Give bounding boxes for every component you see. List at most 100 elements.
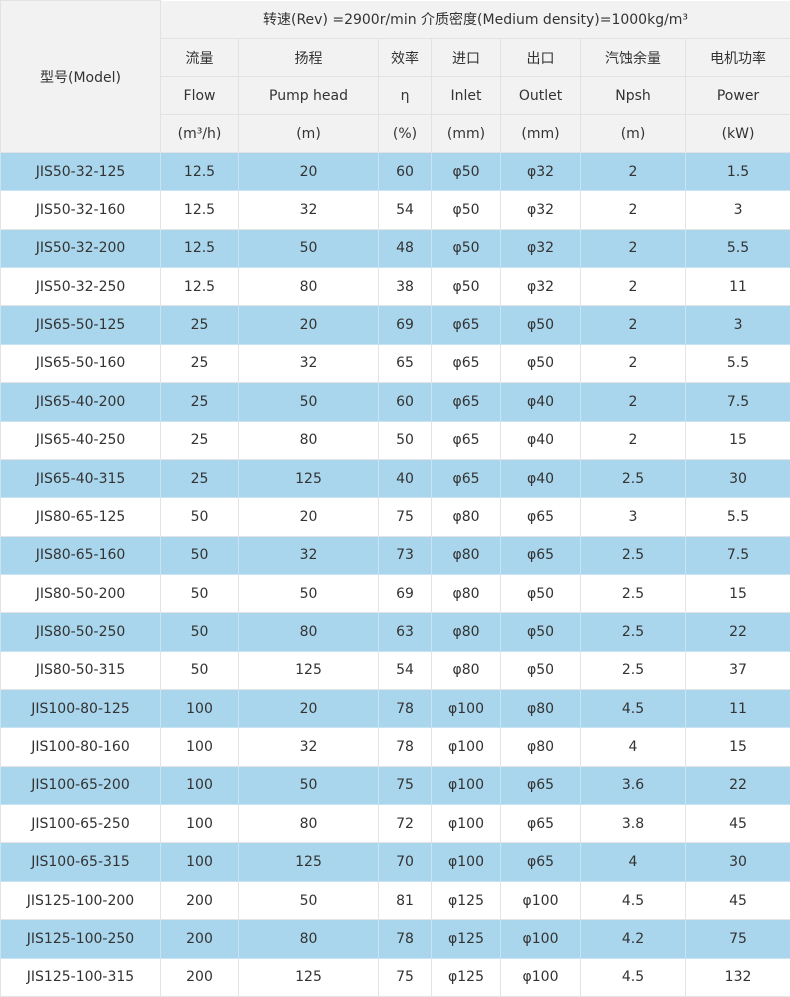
data-cell: 72	[379, 805, 432, 843]
data-cell: φ65	[432, 344, 501, 382]
data-cell: φ50	[501, 574, 581, 612]
model-cell: JIS80-50-250	[1, 613, 161, 651]
data-cell: φ32	[501, 229, 581, 267]
data-cell: 7.5	[686, 536, 790, 574]
data-cell: 4.2	[581, 920, 686, 958]
data-cell: 200	[161, 958, 239, 996]
data-cell: 80	[239, 805, 379, 843]
data-cell: 3.8	[581, 805, 686, 843]
data-cell: 80	[239, 613, 379, 651]
data-cell: 3	[581, 498, 686, 536]
data-cell: 15	[686, 421, 790, 459]
column-header-zh: 电机功率	[686, 39, 790, 77]
model-cell: JIS80-50-200	[1, 574, 161, 612]
data-cell: 81	[379, 881, 432, 919]
data-cell: 20	[239, 306, 379, 344]
column-header-en: Npsh	[581, 77, 686, 115]
data-cell: φ40	[501, 459, 581, 497]
column-header-en: Inlet	[432, 77, 501, 115]
data-cell: φ100	[501, 881, 581, 919]
data-cell: 65	[379, 344, 432, 382]
data-cell: φ80	[501, 690, 581, 728]
data-cell: 125	[239, 459, 379, 497]
data-cell: φ65	[432, 383, 501, 421]
data-cell: 32	[239, 191, 379, 229]
data-cell: 7.5	[686, 383, 790, 421]
conditions: 转速(Rev) =2900r/min 介质密度(Medium density)=…	[161, 1, 790, 39]
data-cell: 40	[379, 459, 432, 497]
data-cell: φ80	[432, 536, 501, 574]
data-cell: 78	[379, 920, 432, 958]
data-cell: 75	[686, 920, 790, 958]
data-cell: 20	[239, 690, 379, 728]
data-cell: φ32	[501, 268, 581, 306]
data-cell: 100	[161, 843, 239, 881]
column-header-en: Outlet	[501, 77, 581, 115]
data-cell: 69	[379, 306, 432, 344]
data-cell: 60	[379, 153, 432, 191]
data-cell: φ80	[432, 574, 501, 612]
data-cell: 125	[239, 651, 379, 689]
data-cell: 3.6	[581, 766, 686, 804]
data-cell: φ80	[501, 728, 581, 766]
data-cell: 4.5	[581, 881, 686, 919]
column-header-unit: (mm)	[501, 115, 581, 153]
data-cell: φ100	[432, 843, 501, 881]
data-cell: 11	[686, 690, 790, 728]
model-cell: JIS50-32-200	[1, 229, 161, 267]
data-cell: 32	[239, 728, 379, 766]
data-cell: φ65	[432, 421, 501, 459]
data-cell: 50	[161, 498, 239, 536]
data-cell: φ100	[432, 766, 501, 804]
model-cell: JIS100-65-315	[1, 843, 161, 881]
data-cell: 2	[581, 383, 686, 421]
data-cell: φ80	[432, 651, 501, 689]
data-cell: 2	[581, 229, 686, 267]
data-cell: 70	[379, 843, 432, 881]
data-cell: 4.5	[581, 690, 686, 728]
column-header-zh: 汽蚀余量	[581, 39, 686, 77]
model-cell: JIS80-65-125	[1, 498, 161, 536]
data-cell: 100	[161, 728, 239, 766]
data-cell: φ50	[432, 153, 501, 191]
data-cell: φ32	[501, 191, 581, 229]
column-header-zh: 效率	[379, 39, 432, 77]
data-cell: 25	[161, 459, 239, 497]
data-cell: 60	[379, 383, 432, 421]
data-cell: 75	[379, 766, 432, 804]
data-cell: 80	[239, 268, 379, 306]
data-cell: 2.5	[581, 536, 686, 574]
data-cell: 54	[379, 191, 432, 229]
data-cell: 1.5	[686, 153, 790, 191]
data-cell: φ50	[501, 651, 581, 689]
model-cell: JIS65-40-250	[1, 421, 161, 459]
data-cell: 63	[379, 613, 432, 651]
data-cell: 100	[161, 766, 239, 804]
model-cell: JIS50-32-160	[1, 191, 161, 229]
data-cell: 50	[379, 421, 432, 459]
data-cell: 200	[161, 920, 239, 958]
data-cell: 50	[239, 574, 379, 612]
data-cell: 2	[581, 421, 686, 459]
data-cell: φ40	[501, 383, 581, 421]
model-cell: JIS125-100-250	[1, 920, 161, 958]
data-cell: 22	[686, 613, 790, 651]
data-cell: 2	[581, 344, 686, 382]
data-cell: φ50	[501, 344, 581, 382]
column-header-unit: (%)	[379, 115, 432, 153]
column-header-unit: (m³/h)	[161, 115, 239, 153]
data-cell: φ125	[432, 958, 501, 996]
data-cell: φ80	[432, 498, 501, 536]
data-cell: 69	[379, 574, 432, 612]
column-header-en: Pump head	[239, 77, 379, 115]
